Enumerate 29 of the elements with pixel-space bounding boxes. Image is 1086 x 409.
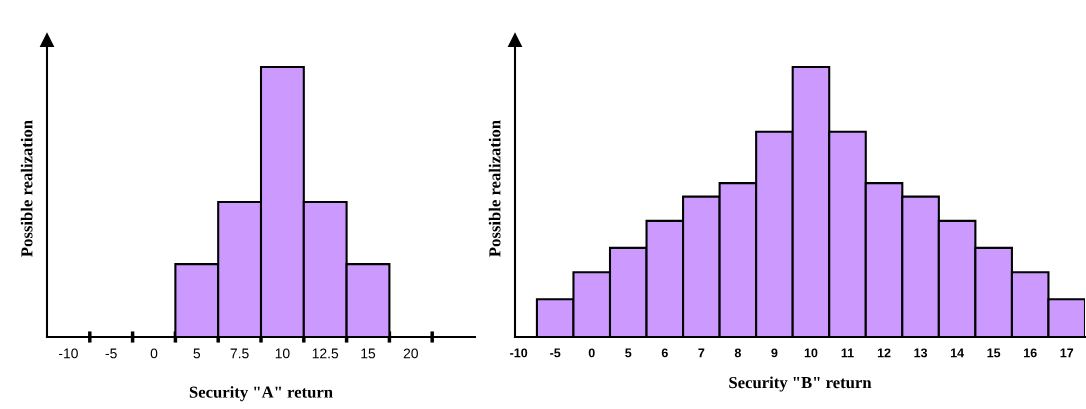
x-tick-label: 0 (588, 348, 595, 358)
x-tick-label: 12.5 (312, 348, 339, 359)
x-tick-label: 15 (361, 348, 376, 359)
x-tick-label: -5 (105, 348, 117, 359)
x-tick-label: 20 (403, 348, 418, 359)
x-tick-label: -10 (58, 348, 78, 359)
x-tick-label: -5 (550, 348, 561, 358)
x-tick-label: 17 (1060, 348, 1074, 358)
x-tick-label: 9 (771, 348, 778, 358)
x-tick-label: 0 (150, 348, 158, 359)
x-tick-label: 6 (661, 348, 668, 358)
x-tick-label: 10 (804, 348, 818, 358)
x-tick-label: -10 (510, 348, 528, 358)
x-tick-label: 14 (950, 348, 964, 358)
x-tick-label: 12 (877, 348, 891, 358)
x-tick-label: 7.5 (230, 348, 249, 359)
x-tick-label: 16 (1024, 348, 1037, 358)
y-axis-title: Possible realization (20, 120, 33, 257)
x-axis-title: Security "A" return (189, 386, 333, 402)
x-tick-label: 10 (275, 348, 290, 359)
x-axis-title: Security "B" return (729, 376, 872, 392)
y-axis-title: Possible realization (488, 120, 501, 257)
x-tick-label: 15 (987, 348, 1001, 358)
x-tick-label: 5 (625, 348, 632, 358)
x-tick-label: 5 (193, 348, 201, 359)
x-tick-label: 13 (914, 348, 928, 358)
x-tick-label: 11 (841, 348, 854, 358)
x-tick-label: 7 (698, 348, 705, 358)
x-tick-label: 8 (734, 348, 741, 358)
